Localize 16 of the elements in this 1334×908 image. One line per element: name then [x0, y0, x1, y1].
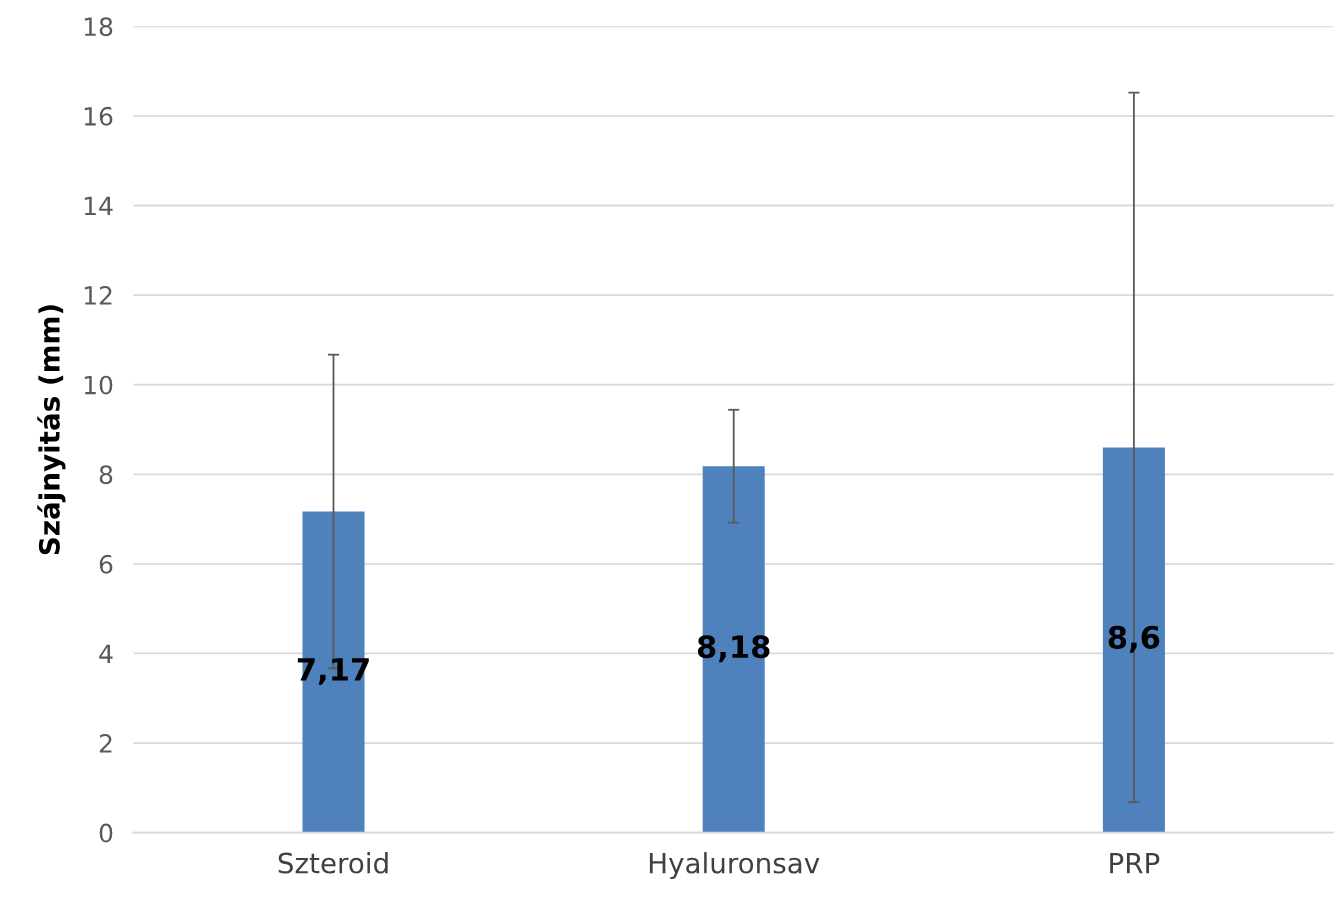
y-tick-label: 8: [99, 465, 113, 485]
y-tick-label: 2: [99, 733, 112, 753]
y-tick-label: 14: [84, 196, 113, 216]
y-tick-label: 12: [84, 286, 112, 305]
y-tick-label: 10: [84, 375, 113, 395]
bar: [1102, 447, 1165, 833]
y-tick-label: 16: [84, 106, 113, 126]
y-tick-label: 18: [84, 17, 113, 37]
x-tick-label: Hyaluronsav: [649, 852, 820, 879]
data-label: 8,6: [1108, 625, 1160, 653]
y-tick-label: 0: [99, 823, 113, 843]
y-tick-label: 4: [99, 644, 113, 663]
y-tick-label: 6: [99, 554, 113, 574]
y-axis-title: Szájnyitás (mm): [37, 305, 66, 555]
x-tick-label: PRP: [1110, 852, 1160, 874]
x-tick-label: Szteroid: [278, 852, 388, 874]
